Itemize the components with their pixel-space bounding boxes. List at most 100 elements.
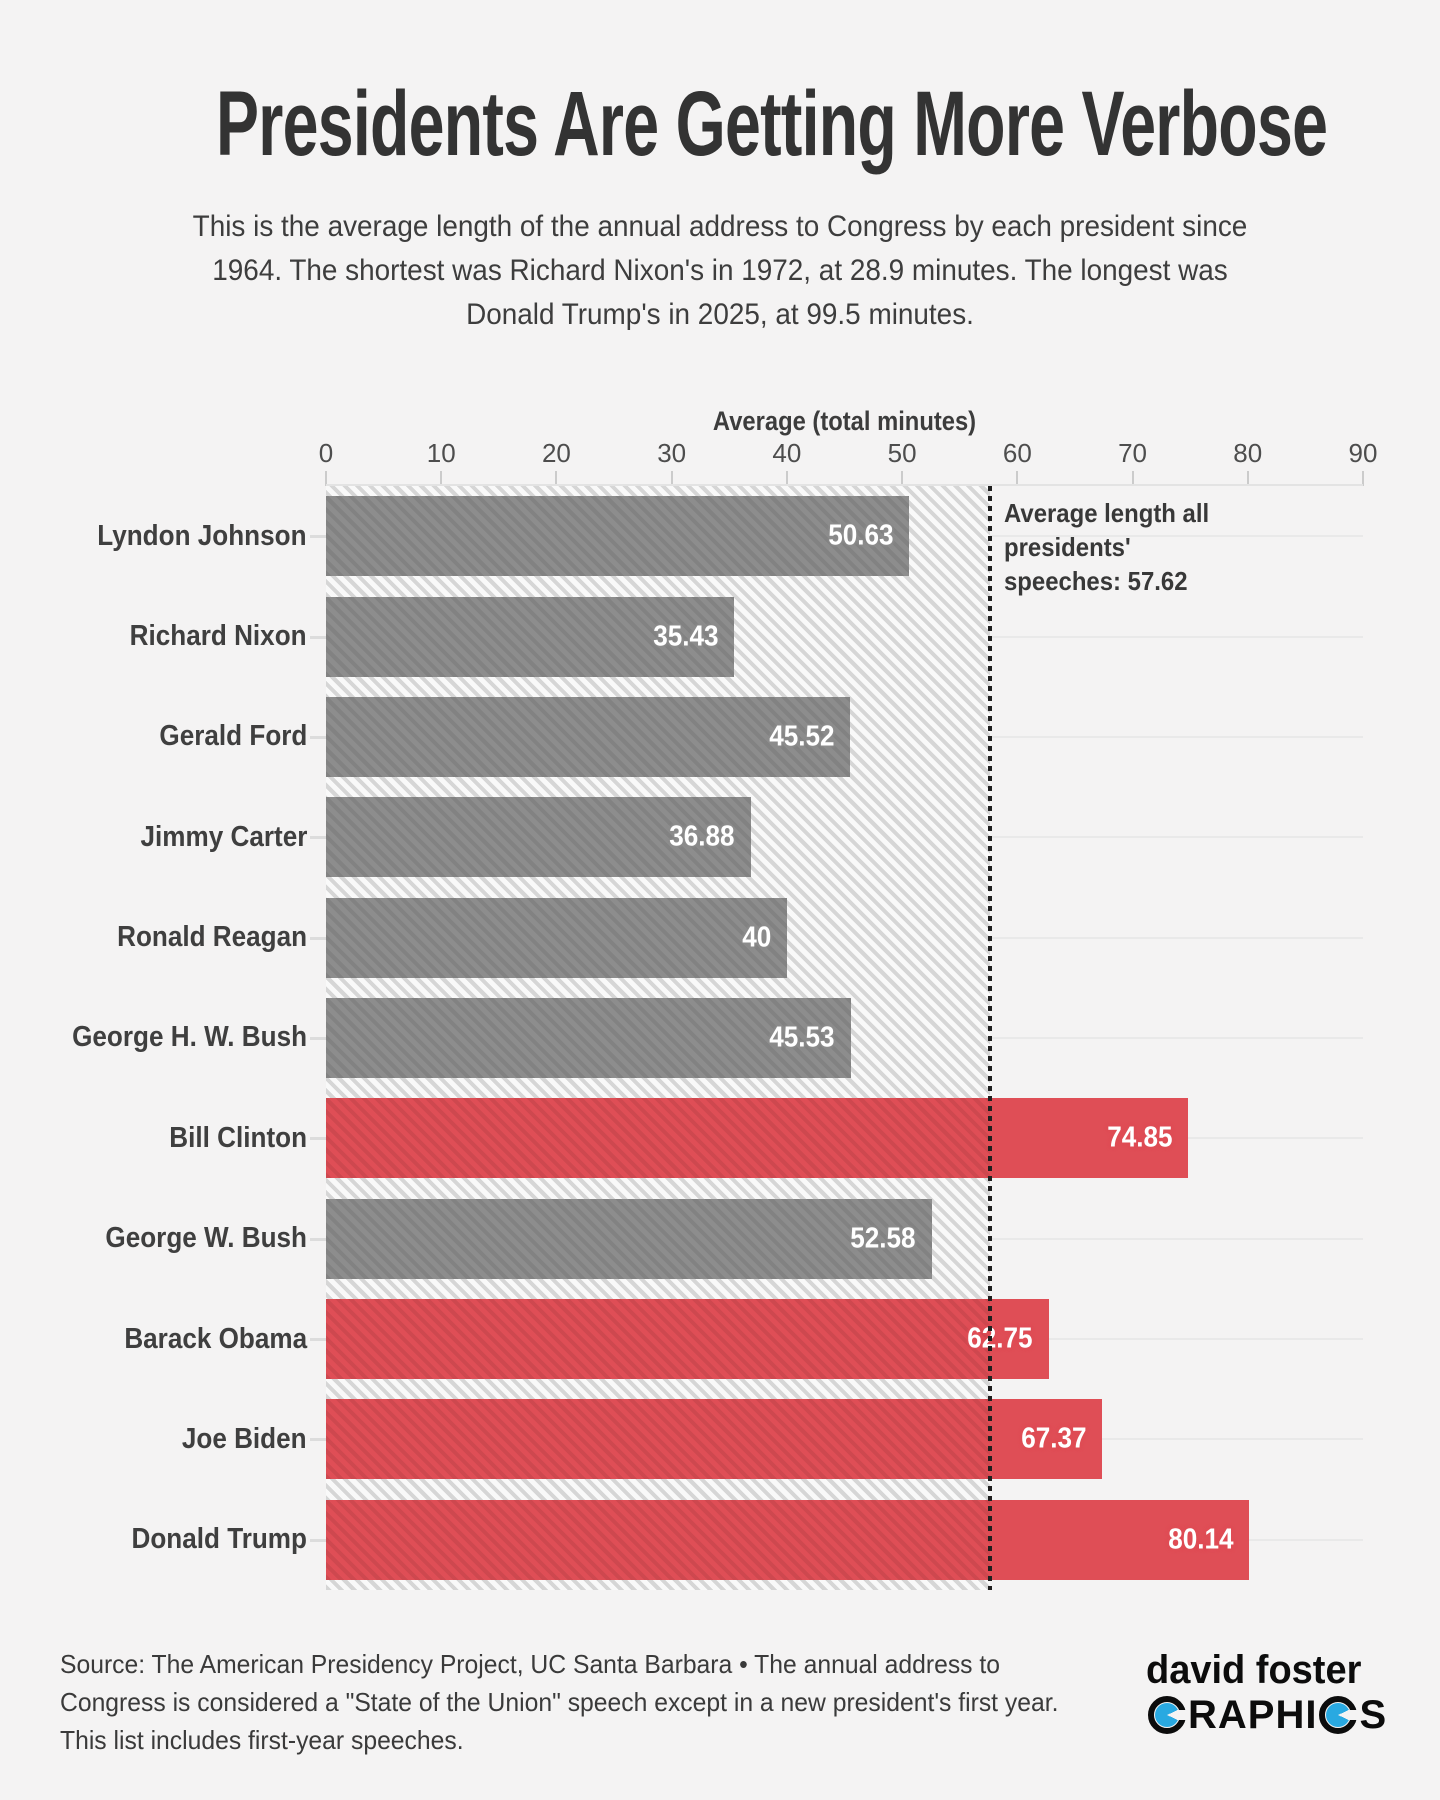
brand-logo: david foster RAPHI S [1146, 1648, 1406, 1735]
bar-George W. Bush: 52.58 [326, 1198, 932, 1279]
category-label: Donald Trump [0, 1490, 307, 1590]
brand-logo-name: david foster [1146, 1648, 1362, 1692]
logo-circle-c-icon [1319, 1696, 1358, 1734]
category-label-column: Lyndon Johnson Richard Nixon Gerald Ford Ji… [0, 486, 326, 1590]
category-label: George W. Bush [0, 1189, 307, 1289]
category-label: Ronald Reagan [0, 887, 307, 987]
axis-tick-label: 10 [426, 438, 456, 468]
category-label-text: Donald Trump [131, 1523, 307, 1556]
bar-hatch-overlay [326, 1399, 990, 1480]
category-tick [310, 1538, 326, 1542]
bar-chart-plot: 50.63 35.43 45.52 36.88 40 45.53 74.85 52.58 62.… [326, 486, 1363, 1590]
bar-Gerald Ford: 45.52 [326, 696, 851, 777]
bar-row: 52.58 [326, 1189, 1363, 1289]
average-annotation: Average length all presidents' speeches:… [1003, 498, 1210, 596]
bar-value-label: 74.85 [1107, 1121, 1173, 1154]
category-tick [310, 1237, 326, 1241]
axis-tick-mark [901, 471, 904, 486]
x-axis: 0 10 20 30 40 50 60 70 80 90 [319, 438, 1377, 486]
axis-tick-mark [1362, 471, 1364, 486]
category-label-text: Richard Nixon [130, 620, 307, 653]
bar-hatch-overlay [326, 1499, 990, 1580]
category-label-text: Barack Obama [124, 1322, 307, 1355]
bar-row: 45.53 [326, 988, 1363, 1088]
axis-tick-mark [325, 471, 327, 486]
axis-tick-mark [1131, 471, 1134, 486]
bar-value-label: 35.43 [652, 620, 719, 653]
category-label: Bill Clinton [0, 1088, 307, 1188]
bar-value-label: 50.63 [828, 519, 894, 552]
bar-row: 62.75 [326, 1289, 1363, 1389]
bar-row: 74.85 [326, 1088, 1363, 1188]
bar-hatch-overlay [326, 496, 910, 577]
axis-tick-label: 20 [541, 438, 571, 468]
axis-tick-label: 30 [657, 438, 687, 468]
category-label: Lyndon Johnson [0, 486, 307, 586]
axis-tick-label: 50 [887, 438, 917, 468]
category-tick [310, 635, 326, 639]
bar-hatch-overlay [326, 897, 787, 978]
category-label-text: George H. W. Bush [72, 1021, 307, 1054]
axis-tick-mark [1016, 471, 1019, 486]
bar-Bill Clinton: 74.85 [326, 1098, 1189, 1179]
category-label-text: Ronald Reagan [117, 921, 307, 954]
category-tick [310, 1137, 326, 1141]
bar-hatch-overlay [326, 1299, 990, 1380]
bar-hatch-overlay [326, 1098, 990, 1179]
brand-logo-word: RAPHI S [1146, 1695, 1406, 1735]
axis-baseline [326, 484, 1363, 486]
axis-tick-mark [1246, 471, 1249, 486]
logo-circle-g-icon [1148, 1696, 1186, 1734]
category-label: Richard Nixon [0, 586, 307, 686]
bar-value-label: 45.52 [769, 720, 835, 753]
category-tick [310, 836, 326, 840]
bar-value-label: 62.75 [967, 1322, 1034, 1355]
category-tick [310, 1438, 326, 1442]
bar-hatch-overlay [326, 997, 851, 1078]
category-label-text: Joe Biden [182, 1422, 307, 1455]
axis-tick-mark [785, 471, 788, 486]
bar-Ronald Reagan: 40 [326, 897, 787, 978]
axis-tick-label: 40 [772, 438, 802, 468]
axis-tick-mark [670, 471, 673, 486]
axis-tick-label: 70 [1118, 438, 1148, 468]
category-label-text: Lyndon Johnson [97, 519, 307, 552]
category-label: Jimmy Carter [0, 787, 307, 887]
axis-tick-label: 90 [1348, 438, 1378, 468]
x-axis-title: Average (total minutes) [712, 406, 977, 436]
category-label-text: Jimmy Carter [140, 820, 307, 853]
axis-tick-label: 80 [1233, 438, 1263, 468]
bar-row: 36.88 [326, 787, 1363, 887]
bar-hatch-overlay [326, 797, 751, 878]
category-label-text: George W. Bush [105, 1222, 307, 1255]
logo-letters: S [1359, 1693, 1388, 1737]
bar-George H. W. Bush: 45.53 [326, 997, 851, 1078]
category-label: Barack Obama [0, 1289, 307, 1389]
category-label: Gerald Ford [0, 687, 307, 787]
average-dotted-line [987, 486, 992, 1590]
category-tick [310, 735, 326, 739]
bar-Jimmy Carter: 36.88 [326, 797, 751, 878]
bar-value-label: 40 [741, 921, 771, 954]
bar-value-label: 67.37 [1020, 1422, 1087, 1455]
bar-hatch-overlay [326, 696, 851, 777]
axis-tick-mark [440, 471, 443, 486]
axis-tick-mark [555, 471, 558, 486]
bar-Joe Biden: 67.37 [326, 1399, 1103, 1480]
category-label-text: Gerald Ford [159, 720, 307, 753]
category-tick [310, 535, 326, 539]
category-label: Joe Biden [0, 1389, 307, 1489]
category-tick [310, 936, 326, 940]
bar-value-label: 36.88 [669, 820, 735, 853]
category-tick [310, 1338, 326, 1342]
bar-row: 45.52 [326, 687, 1363, 787]
bar-value-label: 80.14 [1168, 1523, 1234, 1556]
bar-value-label: 45.53 [769, 1021, 835, 1054]
page-subtitle: This is the average length of the annual… [192, 210, 1248, 331]
bar-row: 80.14 [326, 1490, 1363, 1590]
axis-tick-label: 60 [1002, 438, 1032, 468]
bar-row: 50.63 [326, 486, 1363, 586]
category-tick [310, 1037, 326, 1040]
bar-Lyndon Johnson: 50.63 [326, 496, 910, 577]
bar-row: 40 [326, 887, 1363, 987]
